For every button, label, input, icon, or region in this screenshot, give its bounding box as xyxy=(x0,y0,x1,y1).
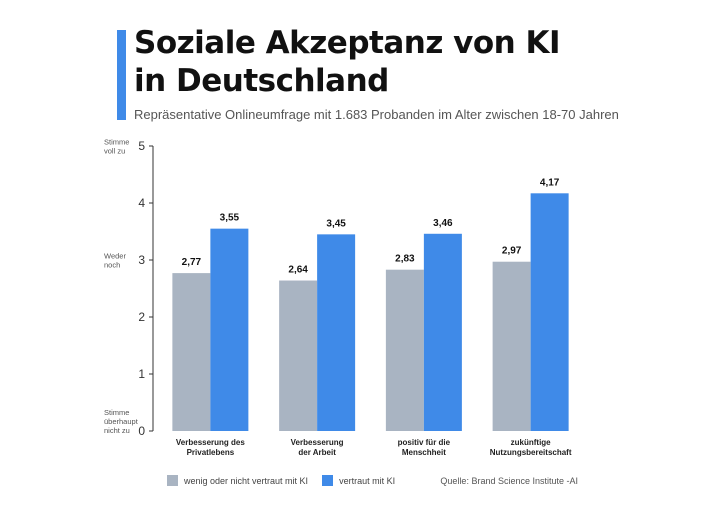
bar-1-series-0 xyxy=(279,280,318,431)
source-note: Quelle: Brand Science Institute -AI xyxy=(440,476,578,486)
category-label-1-0: Verbesserung xyxy=(291,438,344,447)
chart-title-line-2: in Deutschland xyxy=(134,63,389,99)
y-tick-label-4: 4 xyxy=(138,196,145,210)
legend-label-familiar: vertraut mit KI xyxy=(339,475,396,486)
title-accent-bar xyxy=(117,30,126,120)
chart-subtitle: Repräsentative Onlineumfrage mit 1.683 P… xyxy=(134,107,619,122)
data-label-3-series-0: 2,97 xyxy=(502,246,522,257)
bar-3-series-1 xyxy=(530,193,569,431)
data-label-1-series-0: 2,64 xyxy=(288,265,308,276)
data-label-3-series-1: 4,17 xyxy=(540,177,560,188)
y-side-label-0-1: voll zu xyxy=(104,147,125,156)
chart-title: Soziale Akzeptanz von KI in Deutschland xyxy=(134,24,561,100)
legend-item-unfamiliar: wenig oder nicht vertraut mit KI xyxy=(167,475,308,486)
y-tick-label-2: 2 xyxy=(138,310,145,324)
y-tick-label-3: 3 xyxy=(138,253,145,267)
bar-2-series-0 xyxy=(385,269,424,431)
legend-swatch-gray xyxy=(167,475,178,486)
bar-0-series-1 xyxy=(210,228,249,431)
y-side-label-2-2: nicht zu xyxy=(104,426,130,435)
y-side-label-0-0: Stimme xyxy=(104,138,129,147)
y-tick-label-1: 1 xyxy=(138,367,145,381)
bar-1-series-1 xyxy=(317,234,356,431)
y-tick-label-0: 0 xyxy=(138,424,145,438)
data-label-2-series-1: 3,46 xyxy=(433,218,453,229)
data-label-0-series-0: 2,77 xyxy=(182,257,202,268)
data-label-2-series-0: 2,83 xyxy=(395,254,415,265)
category-label-2-0: positiv für die xyxy=(398,438,451,447)
category-label-0-1: Privatlebens xyxy=(187,448,235,457)
y-side-label-1-1: noch xyxy=(104,261,120,270)
category-label-0-0: Verbesserung des xyxy=(176,438,245,447)
bar-0-series-0 xyxy=(172,273,211,431)
category-label-3-0: zukünftige xyxy=(511,438,552,447)
category-label-1-1: der Arbeit xyxy=(298,448,336,457)
legend: wenig oder nicht vertraut mit KI vertrau… xyxy=(167,475,409,486)
legend-item-familiar: vertraut mit KI xyxy=(322,475,395,486)
legend-label-unfamiliar: wenig oder nicht vertraut mit KI xyxy=(184,475,309,486)
bar-2-series-1 xyxy=(423,233,462,431)
data-label-0-series-1: 3,55 xyxy=(220,213,240,224)
chart-title-line-1: Soziale Akzeptanz von KI xyxy=(134,25,561,61)
category-label-2-1: Menschheit xyxy=(402,448,446,457)
category-label-3-1: Nutzungsbereitschaft xyxy=(490,448,572,457)
data-label-1-series-1: 3,45 xyxy=(326,218,346,229)
y-tick-label-5: 5 xyxy=(138,139,145,153)
legend-swatch-blue xyxy=(322,475,334,486)
y-side-label-1-0: Weder xyxy=(104,252,126,261)
y-side-label-2-1: überhaupt xyxy=(104,417,139,426)
y-side-label-2-0: Stimme xyxy=(104,408,129,417)
bar-3-series-0 xyxy=(492,261,531,431)
